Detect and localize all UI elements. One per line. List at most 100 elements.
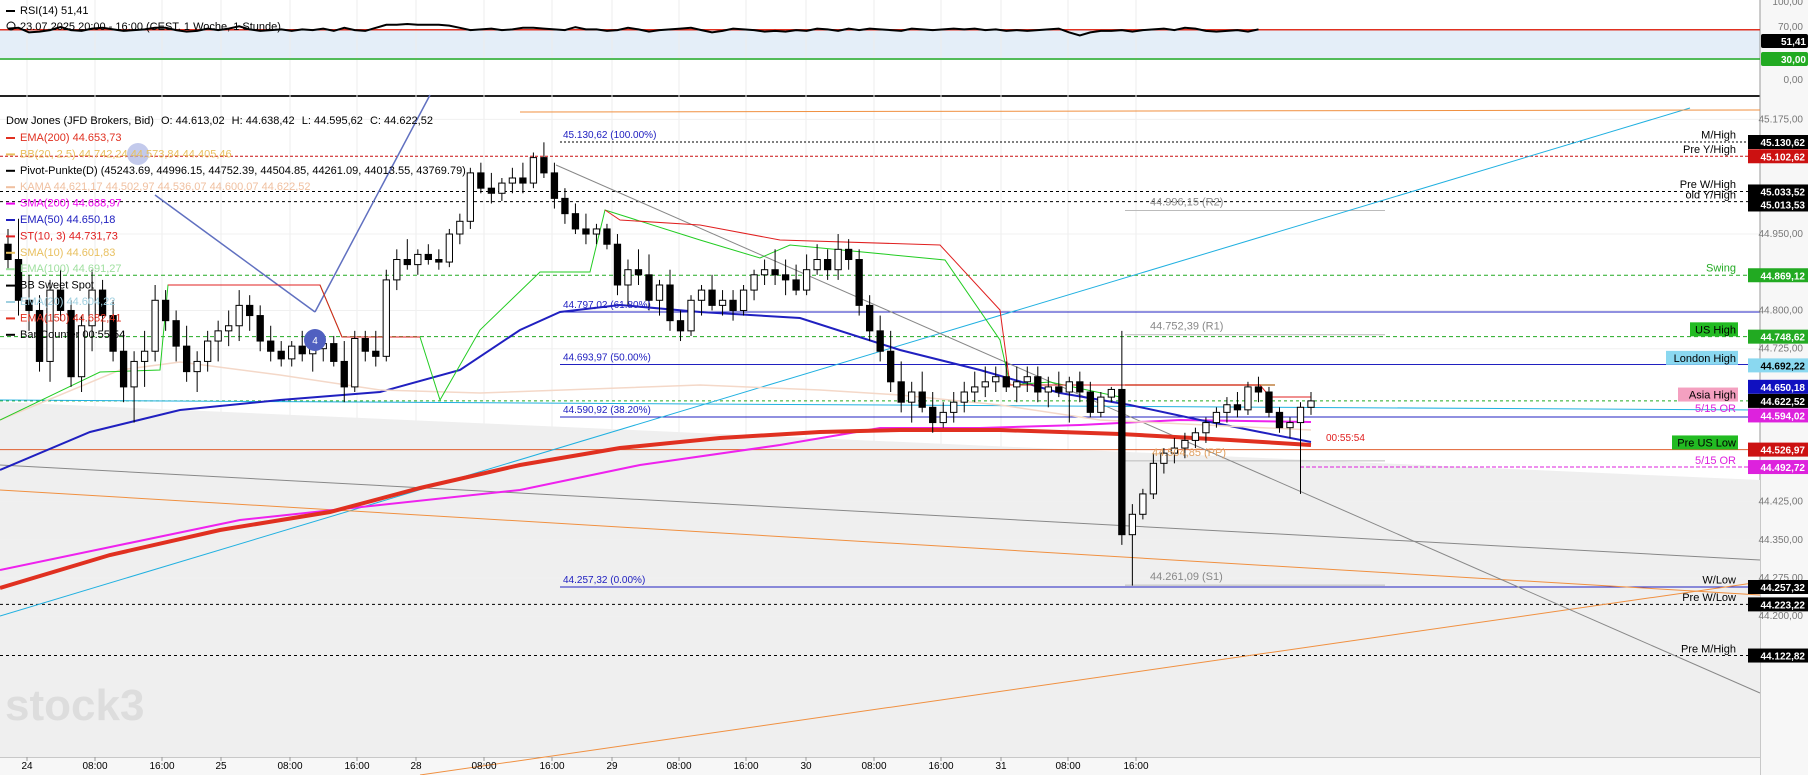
price-badge <box>1748 184 1808 199</box>
level-label: Pre US Low <box>1677 437 1736 449</box>
candle-body <box>1002 376 1010 388</box>
candle-body <box>172 320 180 347</box>
clock-icon <box>6 21 16 31</box>
legend-entry: EMA(150) 44.682,41 <box>20 312 122 324</box>
event-marker-label: 4 <box>312 336 318 347</box>
price-badge-text: 44.650,18 <box>1761 383 1806 394</box>
candle-body <box>1034 376 1042 393</box>
price-badge <box>1748 442 1808 457</box>
event-marker[interactable] <box>304 329 326 351</box>
candle-body <box>550 172 559 199</box>
rsi-badge-text: 51,41 <box>1781 37 1806 48</box>
candle-body <box>582 228 590 235</box>
candle-body <box>98 289 107 317</box>
candle-body <box>876 330 884 352</box>
rsi-badge <box>1761 52 1808 66</box>
price-badge-text: 44.223,22 <box>1761 600 1806 611</box>
legend-swatch <box>6 301 15 303</box>
pivot-label: 44.261,09 (S1) <box>1150 571 1223 583</box>
candle-body <box>802 269 811 291</box>
level-label: W/Low <box>1702 575 1736 587</box>
fib-label: 44.590,92 (38.20%) <box>563 405 651 416</box>
watermark: stock3 <box>5 681 144 730</box>
time-tick-label: 30 <box>800 761 812 772</box>
candlestick-series <box>4 142 1315 586</box>
time-tick-label: 08:00 <box>666 761 691 772</box>
fib-label: 44.257,32 (0.00%) <box>563 575 645 586</box>
candle-body <box>729 299 737 311</box>
trend-line <box>314 94 431 313</box>
candle-body <box>708 289 716 306</box>
candle-body <box>424 253 432 261</box>
candle-body <box>256 315 264 342</box>
candle-body <box>498 182 506 194</box>
time-tick-label: 16:00 <box>539 761 564 772</box>
candle-body <box>1170 447 1179 454</box>
price-badge <box>1748 197 1808 212</box>
rsi-title: RSI(14) 51,41 <box>20 5 89 17</box>
level-label: 5/15 OR <box>1695 455 1736 467</box>
trend-line <box>419 581 1761 776</box>
candle-body <box>25 299 33 311</box>
candle-body <box>1307 400 1315 408</box>
candle-body <box>1181 439 1189 449</box>
candle-body <box>1191 432 1200 441</box>
panel-separator <box>0 95 1808 97</box>
candle-body <box>1149 462 1158 495</box>
candle-body <box>235 304 243 327</box>
rsi-series <box>0 22 1760 60</box>
candle-body <box>193 360 201 373</box>
time-tick-label: 25 <box>215 761 227 772</box>
candle-body <box>1254 386 1263 393</box>
legend-entry: SMA(10) 44.601,83 <box>20 247 115 259</box>
candle-body <box>1013 381 1021 388</box>
price-badge-text: 44.492,72 <box>1761 463 1806 474</box>
candle-body <box>960 391 968 403</box>
price-badge <box>1748 460 1808 475</box>
legend-swatch <box>6 268 15 271</box>
candle-body <box>1265 391 1273 413</box>
legend-swatch <box>6 251 15 254</box>
time-tick-label: 31 <box>995 761 1007 772</box>
legend-swatch <box>6 333 15 336</box>
candle-body <box>151 299 159 352</box>
candle-body <box>634 269 643 276</box>
legend-swatch <box>6 317 15 320</box>
level-label: Pre Y/High <box>1683 144 1736 156</box>
price-badge <box>1748 358 1808 373</box>
legend-swatch <box>6 202 15 205</box>
price-badge-text: 44.748,62 <box>1761 333 1806 344</box>
price-axis: 45.175,00 44.950,00 44.800,00 44.725,00 44.4… <box>1748 0 1808 663</box>
time-tick-label: 16:00 <box>344 761 369 772</box>
candle-body <box>1212 411 1221 424</box>
rsi-badge-text: 30,00 <box>1781 55 1806 66</box>
trend-line <box>519 109 1761 113</box>
legend-entry: KAMA 44.621,17 44.502,97 44.536,07 44.60… <box>20 181 311 193</box>
price-tick-label: 44.725,00 <box>1759 344 1804 355</box>
candle-body <box>929 406 937 424</box>
candle-body <box>267 340 275 352</box>
candle-body <box>771 269 779 276</box>
price-badge <box>1748 580 1808 594</box>
candle-body <box>687 299 695 332</box>
price-tick-label: 45.175,00 <box>1759 114 1804 125</box>
level-label-bg <box>1678 387 1738 402</box>
candle-body <box>1055 386 1063 393</box>
candle-body <box>718 299 727 306</box>
candle-body <box>1065 381 1073 393</box>
rsi-color-swatch <box>6 10 15 12</box>
candle-body <box>529 157 538 184</box>
candle-body <box>887 350 895 383</box>
price-tick-label: 44.200,00 <box>1759 611 1804 622</box>
price-badge <box>1748 135 1808 149</box>
candle-body <box>330 343 338 362</box>
candle-body <box>908 391 916 403</box>
pivot-marker-icon[interactable] <box>127 143 149 165</box>
candle-body <box>855 259 863 306</box>
grid <box>0 0 1760 757</box>
price-badge-text: 44.122,82 <box>1761 652 1806 663</box>
candle-body <box>1223 404 1231 413</box>
price-badge <box>1748 648 1808 663</box>
candle-body <box>992 376 1000 383</box>
